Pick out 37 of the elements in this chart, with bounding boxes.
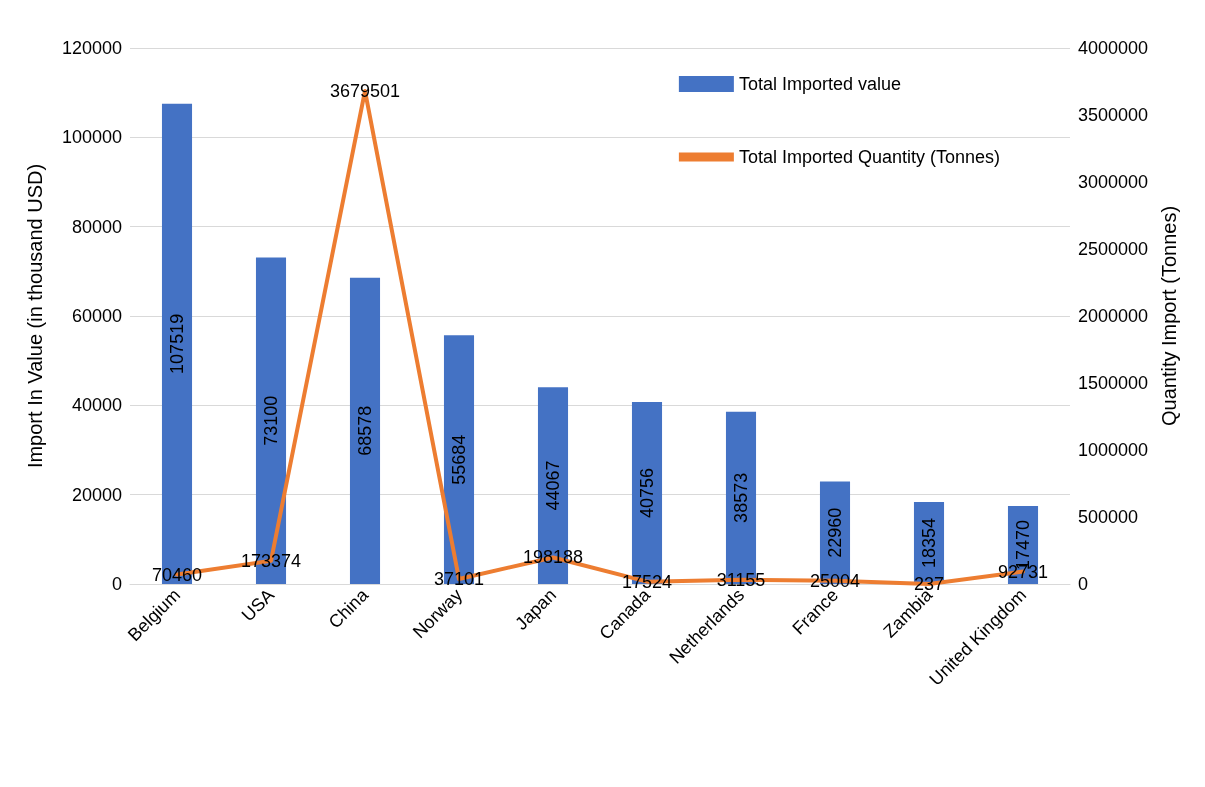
data-label: 22960 xyxy=(825,507,845,558)
y-tick-label: 80000 xyxy=(71,216,122,237)
legend-label: Total Imported Quantity (Tonnes) xyxy=(738,147,1000,167)
y2-tick-label: 0 xyxy=(1078,574,1089,594)
data-label: 198188 xyxy=(522,547,584,568)
data-label: 37101 xyxy=(433,569,485,590)
y2-tick-label: 2500000 xyxy=(1078,239,1149,259)
data-label: 107519 xyxy=(167,313,187,374)
data-label: 38573 xyxy=(731,472,751,523)
data-label: 18354 xyxy=(919,517,939,569)
y2-tick-label: 1000000 xyxy=(1078,440,1149,460)
bar xyxy=(349,277,381,584)
y2-tick-label: 1500000 xyxy=(1078,373,1149,393)
y-tick-label: 60000 xyxy=(71,306,122,326)
y2-tick-label: 4000000 xyxy=(1078,38,1149,58)
y-tick-label: 120000 xyxy=(61,38,122,58)
legend-label: Total Imported value xyxy=(738,74,901,94)
y-axis-title: Import In Value (in thousand USD) xyxy=(24,163,46,469)
x-tick-label: USA xyxy=(237,584,279,626)
y-tick-label: 100000 xyxy=(61,127,122,148)
y-tick-label: 40000 xyxy=(71,395,122,416)
data-label: 3679501 xyxy=(329,80,401,101)
y2-tick-label: 2000000 xyxy=(1078,306,1149,326)
data-label: 68578 xyxy=(355,405,375,456)
data-label: 31155 xyxy=(716,569,766,590)
y2-axis-title: Quantity Import (Tonnes) xyxy=(1157,205,1180,427)
data-label: 70460 xyxy=(151,564,203,585)
y2-tick-label: 3000000 xyxy=(1078,172,1149,192)
y2-tick-label: 500000 xyxy=(1078,507,1139,527)
y2-tick-label: 3500000 xyxy=(1078,105,1149,125)
data-label: 40756 xyxy=(637,467,657,519)
y-tick-label: 20000 xyxy=(71,484,122,505)
data-label: 173374 xyxy=(240,550,302,571)
data-label: 55684 xyxy=(449,434,469,485)
data-label: 73100 xyxy=(261,395,281,446)
y-tick-label: 0 xyxy=(111,574,122,594)
data-label: 44067 xyxy=(543,460,563,511)
